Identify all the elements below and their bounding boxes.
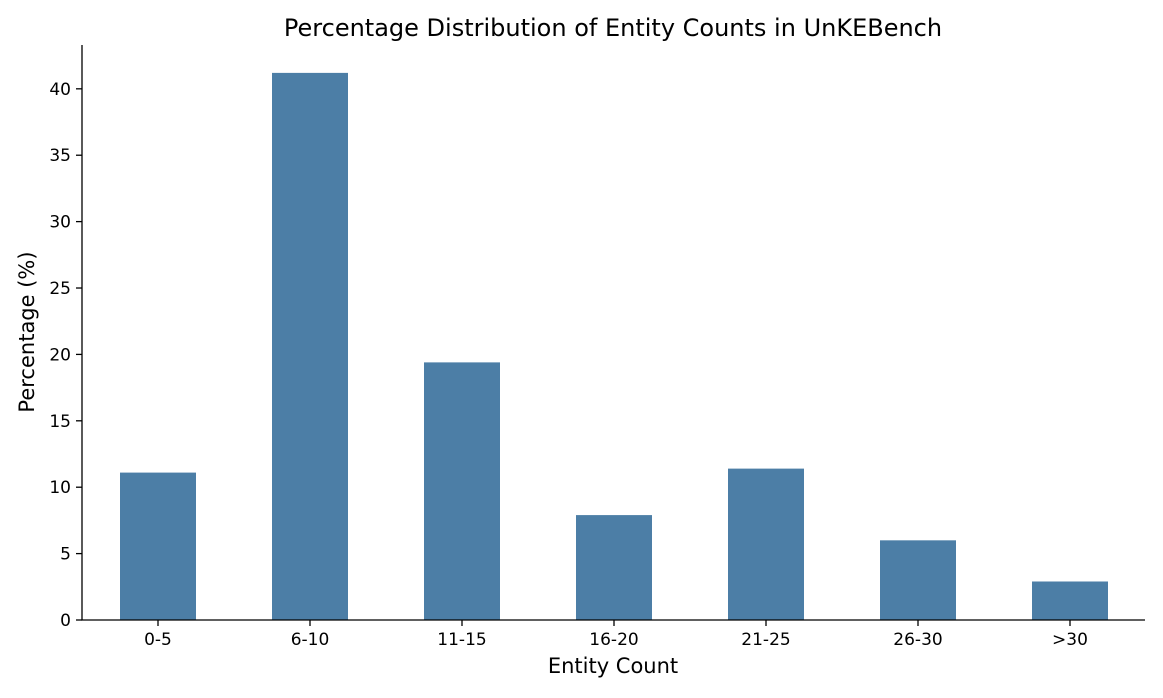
x-ticks-group: 0-5 6-10 11-15 16-20 21-25 26-30 >30 xyxy=(144,620,1088,650)
x-tick-label: 16-20 xyxy=(589,630,638,650)
y-tick-label: 20 xyxy=(49,345,71,365)
bar-4 xyxy=(576,515,652,620)
bar-3 xyxy=(424,362,500,620)
y-tick-label: 10 xyxy=(49,478,71,498)
x-tick-label: 21-25 xyxy=(741,630,790,650)
bar-7 xyxy=(1032,581,1108,620)
y-tick-label: 5 xyxy=(60,545,71,565)
x-tick-label: 0-5 xyxy=(144,630,172,650)
bar-2 xyxy=(272,72,348,620)
y-tick-label: 40 xyxy=(49,80,71,100)
y-tick-label: 0 xyxy=(60,611,71,631)
chart-title: Percentage Distribution of Entity Counts… xyxy=(284,14,942,42)
y-ticks-group: 0 5 10 15 20 25 30 35 40 xyxy=(49,80,82,631)
y-tick-label: 25 xyxy=(49,279,71,299)
x-tick-label: >30 xyxy=(1052,630,1088,650)
x-tick-label: 26-30 xyxy=(893,630,942,650)
y-tick-label: 30 xyxy=(49,213,71,233)
y-tick-label: 35 xyxy=(49,146,71,166)
bar-5 xyxy=(728,468,804,620)
x-tick-label: 6-10 xyxy=(291,630,330,650)
x-tick-label: 11-15 xyxy=(437,630,486,650)
bar-1 xyxy=(120,472,196,620)
bar-6 xyxy=(880,540,956,620)
bars-group xyxy=(120,72,1108,620)
y-axis-label: Percentage (%) xyxy=(15,251,39,412)
y-tick-label: 15 xyxy=(49,412,71,432)
x-axis-label: Entity Count xyxy=(548,654,678,678)
